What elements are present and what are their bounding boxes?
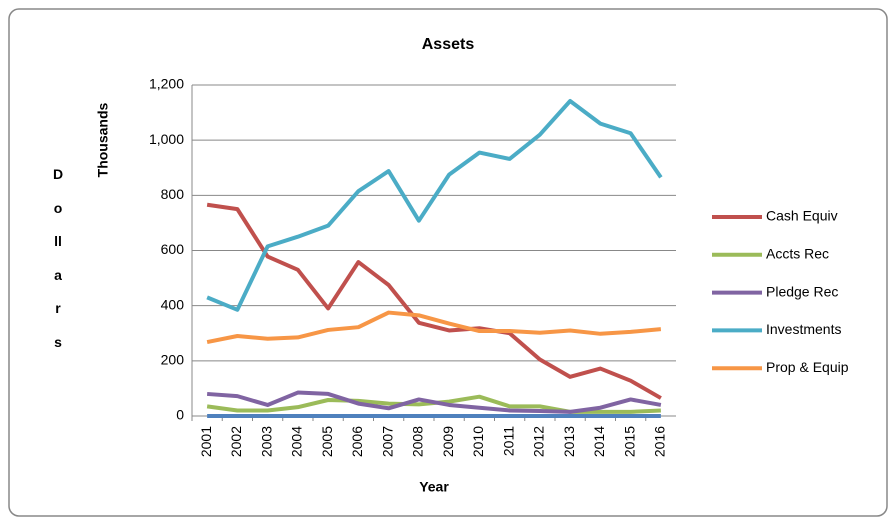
x-tick-label: 2012 bbox=[531, 426, 547, 457]
y-side-label: Dollars bbox=[52, 166, 64, 350]
y-tick-label: 1,000 bbox=[149, 131, 184, 147]
x-tick-label: 2007 bbox=[379, 426, 395, 457]
x-tick-label: 2011 bbox=[500, 426, 516, 456]
series-line bbox=[206, 310, 662, 345]
chart-title: Assets bbox=[422, 36, 475, 53]
x-tick-label: 2003 bbox=[258, 426, 274, 457]
x-tick-label: 2002 bbox=[228, 426, 244, 457]
chart-frame bbox=[8, 8, 888, 517]
series-line bbox=[206, 98, 663, 312]
y-tick-label: 400 bbox=[161, 296, 185, 312]
x-tick-label: 2004 bbox=[289, 426, 305, 457]
legend-label: Prop & Equip bbox=[766, 359, 849, 375]
x-tick-label: 2016 bbox=[652, 426, 668, 457]
x-tick-label: 2005 bbox=[319, 426, 335, 457]
x-tick-label: 2013 bbox=[561, 426, 577, 457]
series-line bbox=[206, 202, 662, 400]
x-tick-label: 2009 bbox=[440, 426, 456, 457]
x-tick-label: 2008 bbox=[410, 426, 426, 457]
y-tick-label: 600 bbox=[161, 241, 185, 257]
y-tick-label: 1,200 bbox=[149, 76, 184, 92]
legend-label: Accts Rec bbox=[766, 246, 829, 262]
x-tick-label: 2001 bbox=[198, 426, 214, 457]
legend-label: Investments bbox=[766, 321, 841, 337]
y-axis-label: Thousands bbox=[95, 102, 111, 177]
y-tick-label: 0 bbox=[176, 407, 184, 423]
x-tick-label: 2010 bbox=[470, 426, 486, 457]
series-line bbox=[206, 390, 662, 414]
x-tick-label: 2006 bbox=[349, 426, 365, 457]
y-tick-label: 200 bbox=[161, 352, 185, 368]
y-tick-label: 800 bbox=[161, 186, 185, 202]
x-axis-label: Year bbox=[419, 479, 449, 495]
x-tick-label: 2014 bbox=[591, 426, 607, 457]
x-tick-label: 2015 bbox=[621, 426, 637, 457]
legend-label: Cash Equiv bbox=[766, 208, 838, 224]
legend-label: Pledge Rec bbox=[766, 283, 838, 299]
